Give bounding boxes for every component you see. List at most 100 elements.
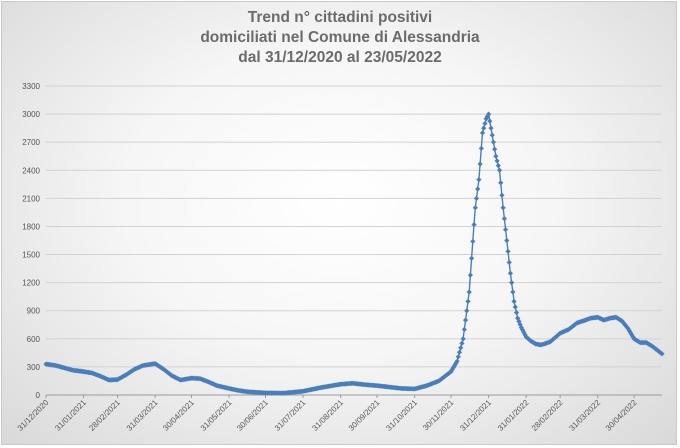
data-point-marker — [479, 130, 486, 136]
data-point-marker — [521, 329, 527, 335]
data-point-marker — [456, 349, 463, 355]
chart-title-line-1: Trend n° cittadini positivi — [247, 9, 433, 26]
x-tick-label: 31/05/2021 — [199, 398, 234, 433]
x-tick-label: 30/11/2021 — [421, 398, 456, 433]
y-tick-label: 1500 — [22, 251, 40, 260]
data-point-marker — [478, 145, 484, 152]
x-tick-label: 30/04/2021 — [161, 398, 196, 433]
data-point-marker — [449, 366, 455, 373]
data-point-marker — [462, 317, 469, 323]
y-tick-label: 600 — [27, 335, 41, 344]
x-tick-label: 31/03/2022 — [567, 398, 602, 433]
data-point-marker — [494, 158, 500, 164]
data-point-marker — [476, 177, 482, 183]
chart-title: Trend n° cittadini positivi domiciliati … — [2, 8, 678, 68]
data-point-marker — [502, 226, 509, 233]
x-tick-label: 31/01/2021 — [53, 398, 88, 433]
gridlines — [46, 85, 662, 368]
y-tick-label: 0 — [36, 391, 41, 400]
x-tick-label: 30/09/2021 — [347, 398, 382, 433]
data-point-marker — [469, 255, 475, 261]
y-tick-label: 2400 — [22, 166, 40, 175]
data-point-marker — [459, 340, 465, 346]
data-point-marker — [467, 272, 474, 278]
data-point-marker — [516, 318, 522, 324]
data-point-marker — [465, 298, 471, 304]
data-point-marker — [621, 321, 628, 327]
data-point-marker — [620, 319, 626, 326]
data-point-marker — [626, 327, 632, 334]
data-point-marker — [490, 139, 497, 145]
chart-title-line-3: dal 31/12/2020 al 23/05/2022 — [238, 49, 442, 66]
data-point-marker — [466, 289, 472, 295]
data-point-marker — [624, 324, 630, 330]
x-tick-label: 30/04/2022 — [604, 398, 639, 433]
y-tick-label: 300 — [27, 363, 41, 372]
data-point-marker — [511, 298, 517, 304]
y-tick-label: 3000 — [22, 110, 40, 119]
data-point-marker — [477, 161, 483, 167]
data-point-marker — [500, 205, 506, 211]
y-tick-label: 3300 — [22, 82, 40, 91]
x-tick-label: 30/06/2021 — [235, 398, 270, 433]
y-tick-label: 2100 — [22, 194, 40, 203]
data-point-marker — [470, 238, 476, 245]
data-point-marker — [481, 125, 487, 131]
data-point-marker — [464, 308, 470, 314]
y-tick-label: 2700 — [22, 138, 40, 147]
data-point-marker — [484, 113, 490, 120]
data-point-marker — [510, 289, 516, 295]
data-point-marker — [504, 237, 510, 244]
data-point-marker — [460, 336, 466, 342]
data-point-marker — [472, 205, 478, 211]
data-point-marker — [487, 118, 493, 124]
x-tick-label: 31/12/2020 — [16, 398, 51, 433]
data-point-marker — [450, 364, 457, 371]
data-point-marker — [505, 248, 511, 255]
x-tick-labels: 31/12/2020 31/01/2021 28/02/2021 31/03/2021… — [16, 398, 639, 433]
x-tick-label: 31/12/2021 — [458, 398, 493, 433]
data-point-marker — [496, 167, 503, 173]
data-point-marker — [454, 358, 460, 364]
data-point-marker — [498, 180, 504, 186]
axes — [45, 394, 662, 398]
x-tick-label: 31/03/2021 — [125, 398, 160, 433]
data-point-marker — [485, 111, 492, 117]
series-line — [45, 111, 663, 394]
data-point-marker — [495, 162, 501, 169]
y-tick-label: 1200 — [22, 279, 40, 288]
x-tick-label: 28/02/2022 — [530, 398, 565, 433]
data-point-marker — [458, 345, 464, 351]
data-point-marker — [492, 146, 498, 152]
data-point-marker — [501, 216, 507, 222]
data-point-marker — [475, 186, 481, 192]
data-point-marker — [473, 195, 480, 201]
data-point-marker — [489, 132, 495, 138]
data-point-marker — [623, 322, 629, 329]
data-point-marker — [499, 192, 505, 198]
data-point-marker — [509, 280, 515, 286]
x-tick-label: 31/07/2021 — [273, 398, 308, 433]
data-point-marker — [452, 362, 458, 369]
data-point-marker — [483, 116, 489, 122]
x-tick-label: 31/08/2021 — [310, 398, 345, 433]
data-point-marker — [455, 354, 461, 360]
data-point-marker — [488, 125, 494, 131]
data-point-marker — [659, 351, 665, 357]
series-layer — [43, 111, 665, 396]
x-tick-label: 28/02/2021 — [87, 398, 122, 433]
y-tick-label: 1800 — [22, 222, 40, 231]
data-point-marker — [507, 270, 514, 276]
data-point-marker — [627, 330, 634, 336]
chart-title-line-2: domiciliati nel Comune di Alessandria — [200, 29, 480, 46]
data-point-marker — [515, 315, 521, 321]
y-tick-label: 900 — [27, 307, 41, 316]
y-tick-labels: 0 300 600 900 1200 1500 1800 2100 2400 2700 3000 33… — [22, 82, 40, 400]
x-tick-label: 31/01/2022 — [496, 398, 531, 433]
data-point-marker — [482, 120, 488, 127]
data-point-marker — [506, 259, 512, 265]
data-point-marker — [493, 153, 499, 159]
data-point-marker — [518, 324, 524, 331]
